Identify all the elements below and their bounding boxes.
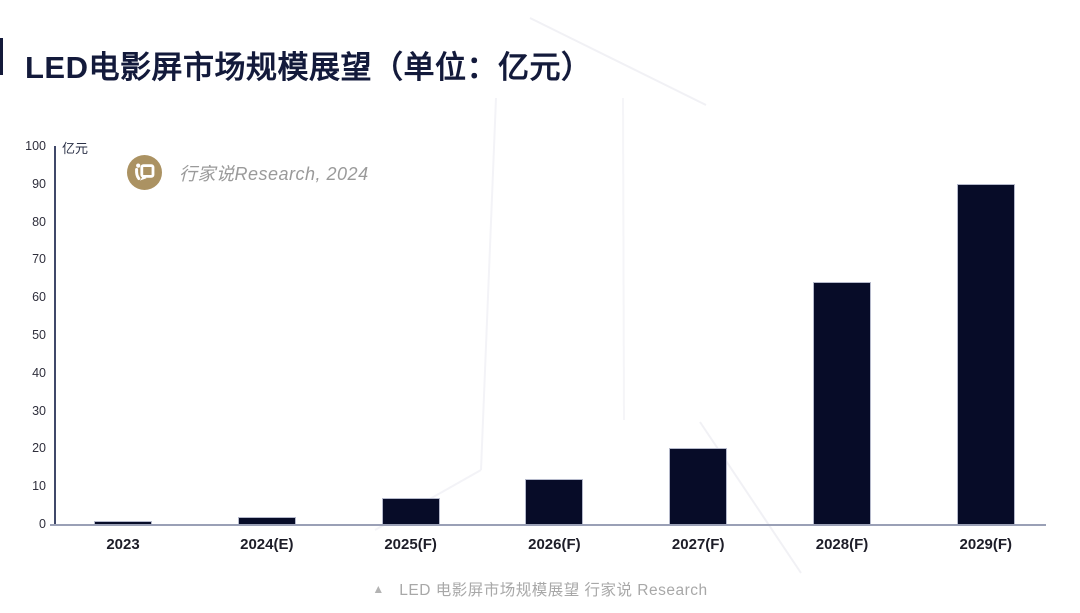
page-title: LED电影屏市场规模展望（单位：亿元）	[25, 50, 593, 85]
x-label-2027(F): 2027(F)	[671, 536, 725, 553]
source-watermark: 行家说Research, 2024	[127, 155, 369, 190]
x-axis-line	[50, 524, 1046, 526]
bar-2025(F)	[381, 497, 440, 524]
bar-2024(E)	[237, 517, 296, 524]
bar-2027(F)	[669, 448, 728, 524]
y-tick-label-70: 70	[32, 252, 46, 267]
y-tick-label-40: 40	[32, 365, 46, 380]
left-edge-mark	[0, 38, 3, 75]
caption-text: LED 电影屏市场规模展望 行家说 Research	[399, 582, 708, 599]
bar-2029(F)	[956, 183, 1015, 524]
y-tick-label-50: 50	[32, 328, 46, 342]
triangle-up-icon: ▲	[372, 582, 385, 596]
bar-2026(F)	[525, 478, 584, 524]
y-tick-label-10: 10	[32, 479, 46, 494]
y-tick-label-30: 30	[32, 403, 46, 418]
y-tick-label-80: 80	[32, 214, 46, 229]
y-tick-label-20: 20	[32, 441, 46, 456]
y-tick-label-0: 0	[39, 517, 46, 531]
y-tick-label-60: 60	[32, 290, 46, 305]
bar-2028(F)	[813, 282, 871, 524]
x-label-2029(F): 2029(F)	[959, 536, 1013, 553]
bar-2023	[94, 521, 152, 524]
chart-caption: ▲ LED 电影屏市场规模展望 行家说 Research	[0, 578, 1080, 600]
y-axis-line	[54, 146, 56, 526]
y-axis-unit-label: 亿元	[62, 141, 89, 156]
watermark-source-text: 行家说Research, 2024	[179, 163, 369, 184]
y-tick-label-100: 100	[25, 139, 46, 153]
y-tick-label-90: 90	[32, 176, 46, 191]
x-label-2026(F): 2026(F)	[528, 536, 581, 553]
x-label-2025(F): 2025(F)	[384, 536, 437, 553]
x-label-2024(E): 2024(E)	[240, 536, 294, 553]
x-label-2028(F): 2028(F)	[815, 536, 869, 553]
hangjiashuo-logo-icon	[127, 155, 162, 190]
x-label-2023: 2023	[106, 536, 140, 553]
